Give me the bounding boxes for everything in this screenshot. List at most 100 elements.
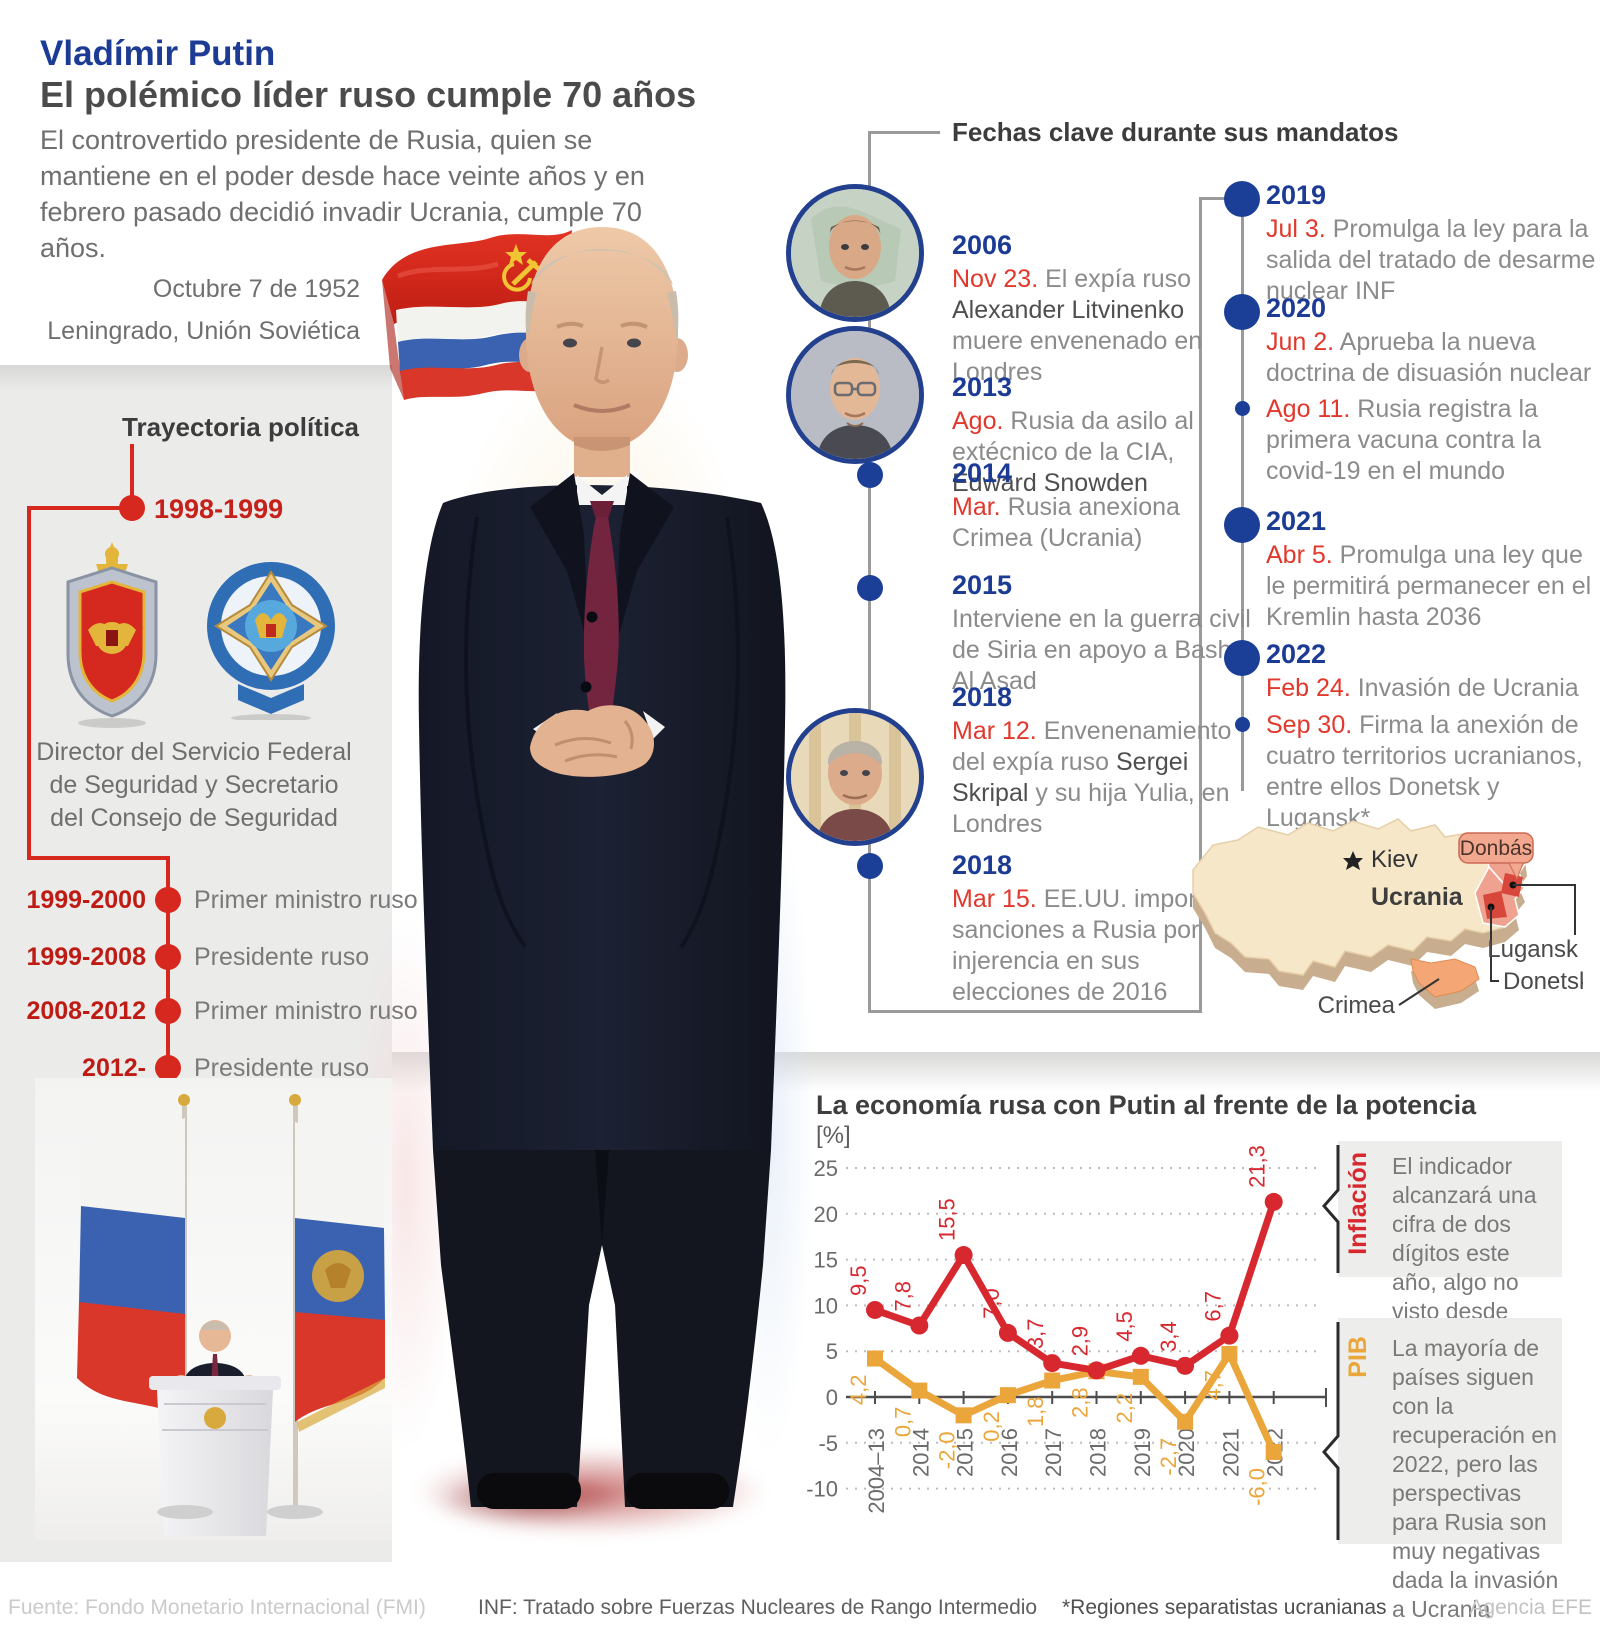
- gdp-value-label: 4,2: [846, 1375, 871, 1406]
- x-tick-label: 2014: [908, 1428, 933, 1477]
- timeline-node: [155, 998, 181, 1024]
- putin-portrait: [418, 227, 786, 1509]
- page-title: Vladímir Putin: [40, 34, 276, 73]
- crimea-label: Crimea: [1318, 992, 1396, 1019]
- leader-line: [1513, 884, 1576, 935]
- y-tick-label: -5: [818, 1431, 838, 1456]
- role-label: Primer ministro ruso: [194, 886, 418, 914]
- entry-text: Ago 11. Rusia registra la primera vacuna…: [1266, 395, 1542, 485]
- y-tick-label: 25: [814, 1156, 838, 1181]
- x-tick-label: 2015: [953, 1428, 978, 1477]
- inflation-value-label: 6,7: [1200, 1291, 1225, 1322]
- Inflación-point: [1131, 1346, 1150, 1365]
- timeline-connector: [27, 506, 123, 510]
- donetsk-core: [1483, 891, 1507, 919]
- entry-text: Mar 12. Envenenamiento del expía ruso Se…: [952, 717, 1232, 838]
- inflation-value-label: 21,3: [1245, 1145, 1270, 1188]
- ussr-russia-flag-icon: [382, 230, 572, 400]
- country-label: Ucrania: [1371, 883, 1464, 911]
- timeline-node: [155, 944, 181, 970]
- PIB-line: [871, 1350, 1278, 1456]
- litvinenko-photo: [786, 184, 924, 322]
- key-date-entry: 2018 Mar 12. Envenenamiento del expía ru…: [952, 682, 1254, 840]
- inflation-value-label: 4,5: [1112, 1311, 1137, 1342]
- Inflación-point: [1176, 1356, 1195, 1375]
- sickle-icon: [502, 262, 532, 292]
- PIB-point: [1221, 1345, 1238, 1362]
- PIB-point: [1177, 1413, 1194, 1430]
- x-tick-label: 2018: [1086, 1428, 1111, 1477]
- footer-inf-note: INF: Tratado sobre Fuerzas Nucleares de …: [478, 1596, 1038, 1619]
- y-tick-label: 15: [814, 1248, 838, 1273]
- gdp-value-label: 2,8: [1068, 1387, 1093, 1418]
- entry-text: Sep 30. Firma la anexión de cuatro terri…: [1266, 711, 1583, 832]
- key-date-entry: 2013 Ago. Rusia da asilo al extécnico de…: [952, 372, 1254, 499]
- inflation-annotation-box: [1338, 1141, 1562, 1277]
- intro-paragraph: El controvertido presidente de Rusia, qu…: [40, 125, 645, 263]
- gdp-value-label: -2,7: [1156, 1438, 1181, 1476]
- entry-year: 2013: [952, 372, 1013, 402]
- timeline-node: [155, 887, 181, 913]
- inflation-value-label: 15,5: [935, 1198, 960, 1241]
- role-label: Primer ministro ruso: [194, 997, 418, 1025]
- donbas-callout-bubble: [1458, 832, 1534, 864]
- key-date-entry: 2019 Jul 3. Promulga la ley para la sali…: [1266, 180, 1600, 307]
- key-date-entry: 2006 Nov 23. El expía ruso Alexander Lit…: [952, 230, 1254, 388]
- donetsk-label: Donetsk: [1503, 968, 1583, 995]
- PIB-point: [1132, 1368, 1149, 1385]
- skripal-photo: [786, 708, 924, 846]
- red-carpet-blur: [335, 1415, 845, 1555]
- role-label: Presidente ruso: [194, 1054, 370, 1082]
- birth-place: Leningrado, Unión Soviética: [47, 317, 360, 345]
- Inflación-point: [1220, 1326, 1239, 1345]
- security-council-badge-icon: [207, 562, 335, 720]
- entry-year: 2019: [1266, 180, 1327, 210]
- snowden-photo: [786, 326, 924, 464]
- left-timeline-role-text: Director del Servicio Federal de Segurid…: [36, 738, 352, 832]
- gdp-brace-icon: [1322, 1322, 1340, 1540]
- leader-line: [1398, 978, 1440, 1006]
- PIB-point: [999, 1387, 1016, 1404]
- key-date-entry: 2022 Feb 24. Invasión de Ucrania: [1266, 639, 1600, 704]
- x-tick-label: 2004–13: [864, 1428, 889, 1514]
- Inflación-point: [998, 1323, 1017, 1342]
- inflation-brace-icon: [1322, 1145, 1340, 1273]
- timeline-connector: [868, 131, 940, 134]
- period-label: 1999-2008: [26, 943, 146, 971]
- timeline-connector: [27, 506, 31, 860]
- y-tick-label: -10: [806, 1477, 838, 1502]
- timeline-node: [1224, 640, 1260, 676]
- footer-source: Fuente: Fondo Monetario Internacional (F…: [8, 1596, 426, 1619]
- x-tick-label: 2016: [997, 1428, 1022, 1477]
- inflation-value-label: 9,5: [846, 1265, 871, 1296]
- PIB-point: [1265, 1443, 1282, 1460]
- y-tick-label: 20: [814, 1202, 838, 1227]
- x-tick-label: 2021: [1218, 1428, 1243, 1477]
- y-tick-label: 0: [826, 1385, 838, 1410]
- inflation-value-label: 7,0: [979, 1288, 1004, 1319]
- gdp-value-label: 4,7: [1200, 1370, 1225, 1401]
- fsb-badge-icon: [66, 542, 158, 728]
- entry-text: Mar. Rusia anexiona Crimea (Ucrania): [952, 493, 1180, 552]
- entry-text: Jul 3. Promulga la ley para la salida de…: [1266, 215, 1596, 305]
- Inflación-point: [954, 1246, 973, 1265]
- timeline-node: [155, 1055, 181, 1081]
- timeline-connector: [868, 1010, 1202, 1013]
- footer-agency: Agencia EFE: [1469, 1596, 1592, 1619]
- PIB-point: [1044, 1372, 1061, 1389]
- crimea-shape: [1410, 958, 1480, 998]
- hammer-icon: [511, 258, 542, 286]
- kiev-star-icon: [1343, 851, 1363, 870]
- inflation-series-label: Inflación: [1344, 1152, 1372, 1255]
- key-date-entry: 2021 Abr 5. Promulga una ley que le perm…: [1266, 506, 1600, 633]
- Inflación-point: [866, 1300, 884, 1319]
- period-label: 1999-2000: [26, 886, 146, 914]
- entry-year: 2022: [1266, 639, 1327, 669]
- leader-line: [1490, 907, 1499, 982]
- key-dates-title: Fechas clave durante sus mandatos: [952, 117, 1399, 147]
- inflation-value-label: 3,4: [1156, 1321, 1181, 1352]
- donbas-label: Donbás: [1460, 837, 1532, 860]
- timeline-connector: [27, 856, 170, 860]
